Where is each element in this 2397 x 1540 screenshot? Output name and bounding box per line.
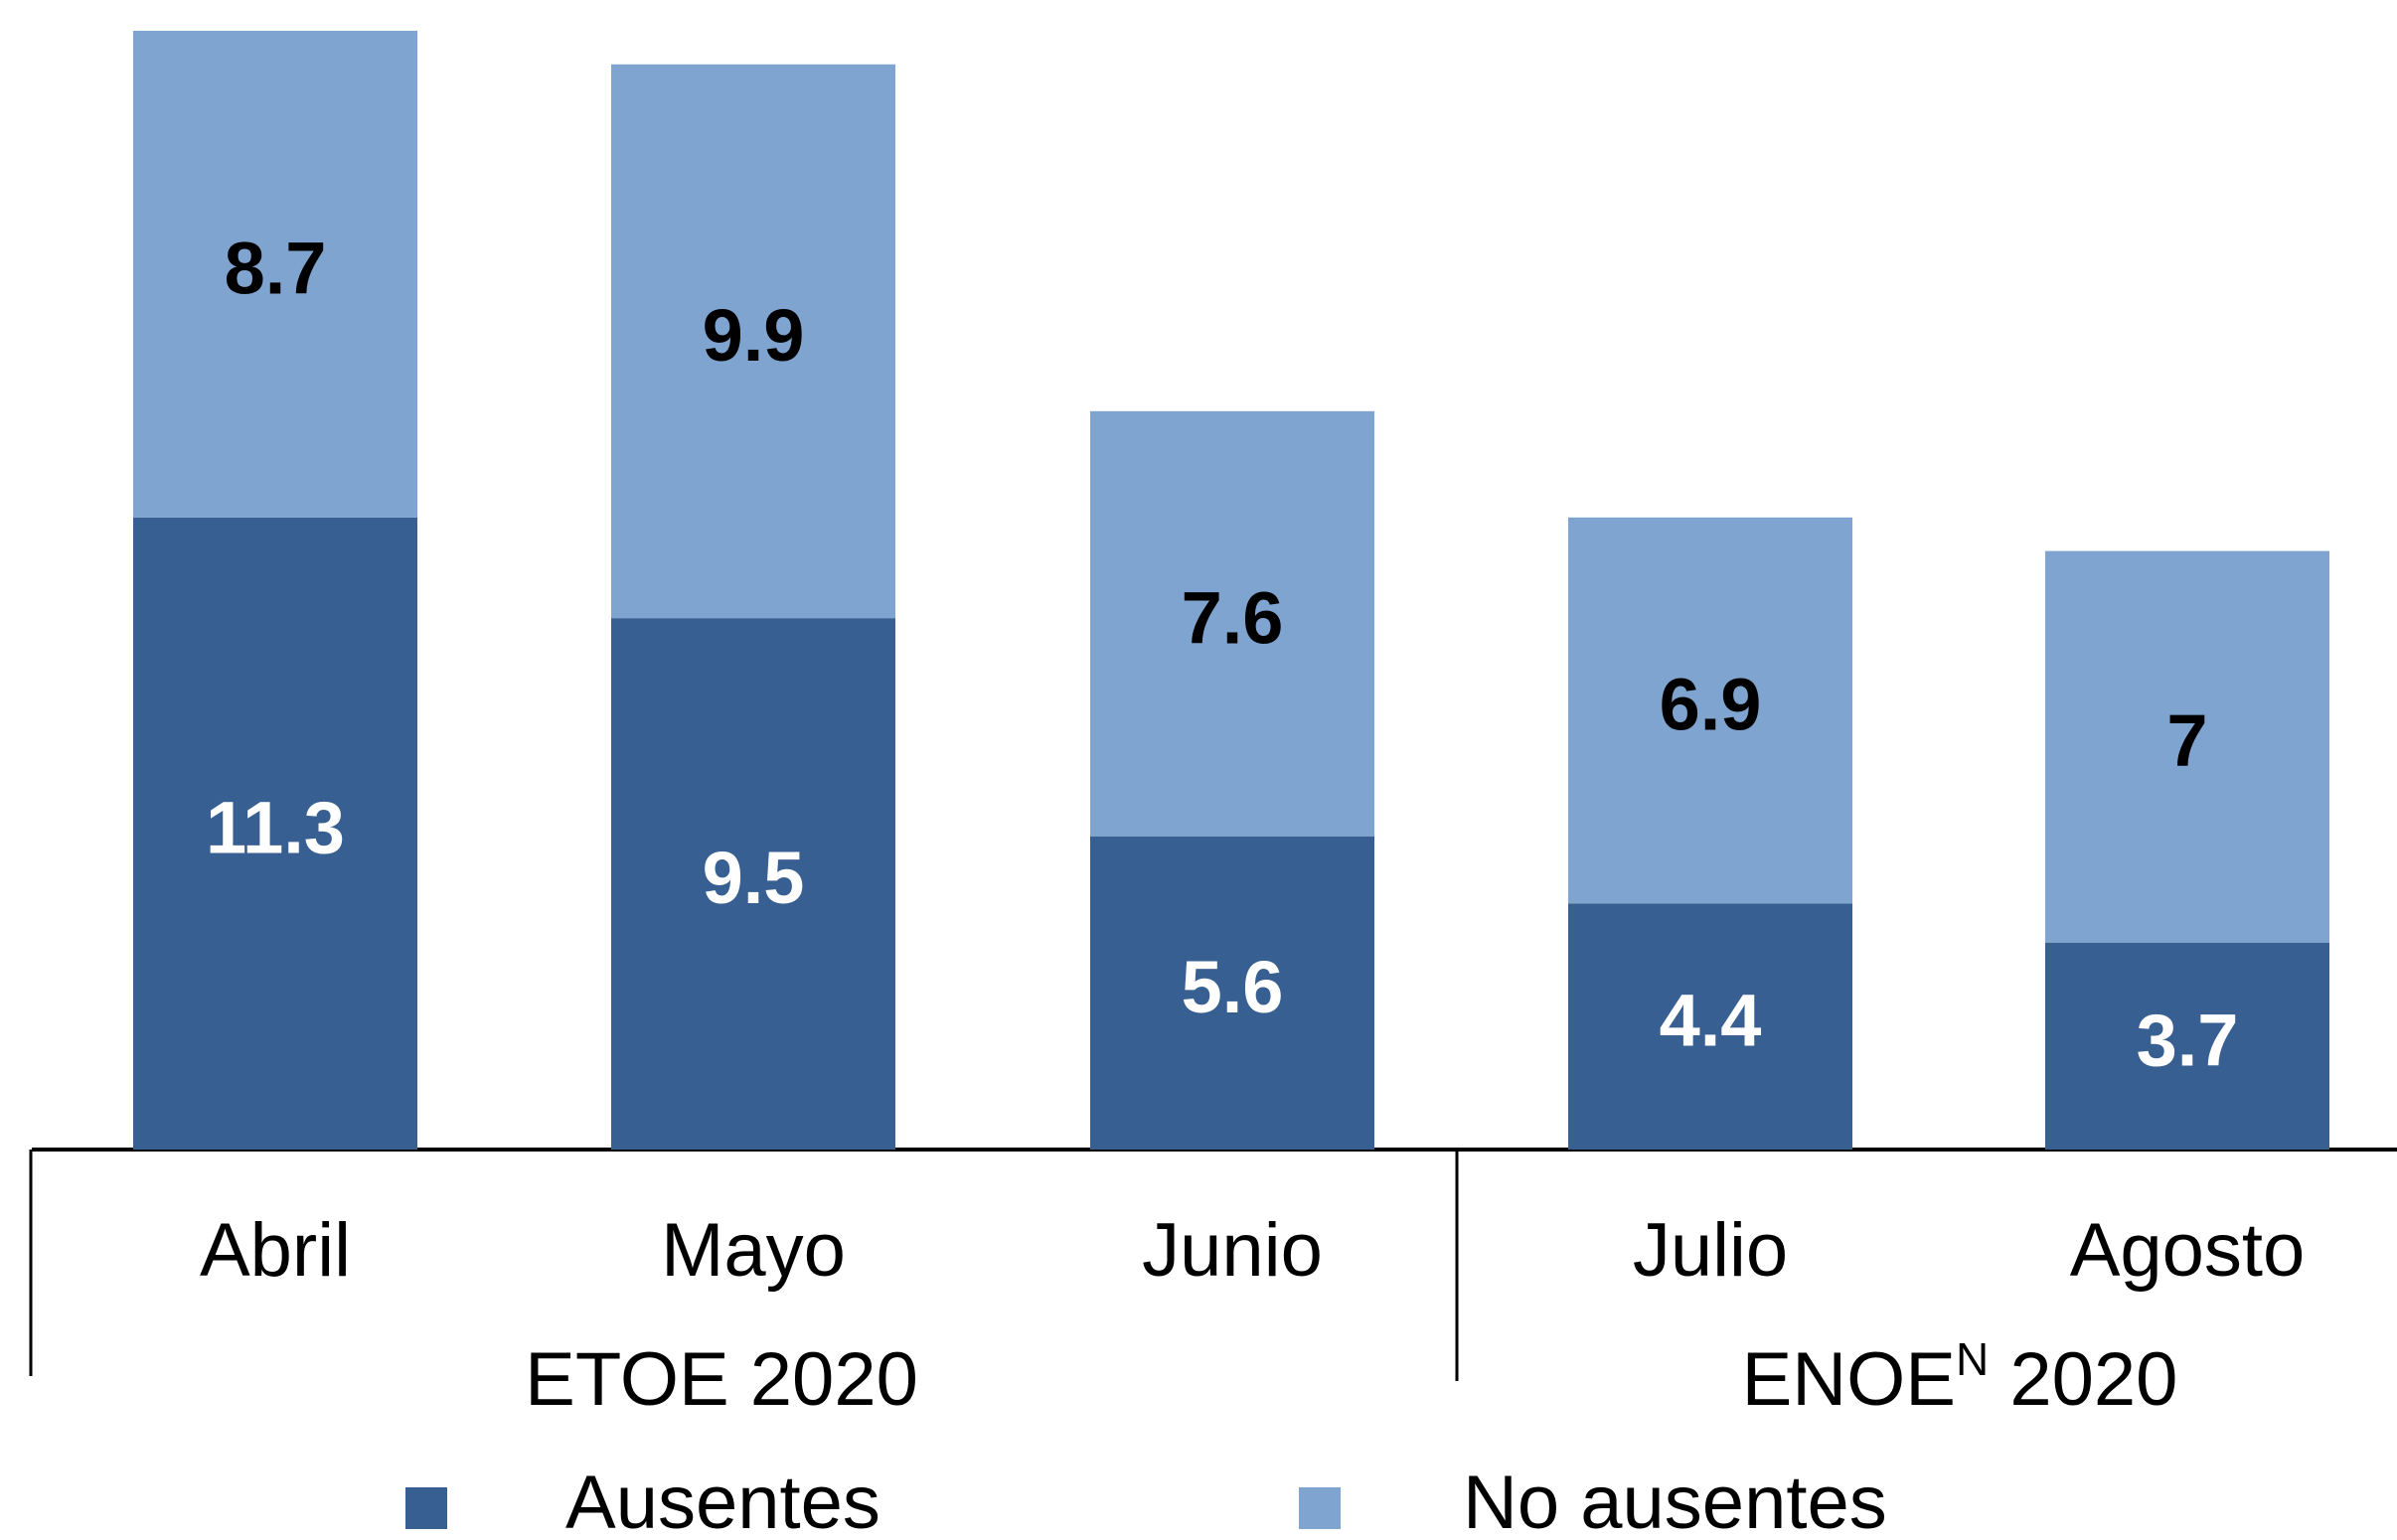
- value-label: 8.7: [225, 227, 327, 309]
- value-label: 7: [2166, 699, 2207, 782]
- bar-segment: [1568, 517, 1852, 904]
- x-tick-label: Julio: [1633, 1208, 1788, 1293]
- legend-label: Ausentes: [565, 1461, 880, 1540]
- bar-segment: [1090, 410, 1374, 837]
- bar-segment: [611, 64, 895, 619]
- x-tick-label: Junio: [1142, 1208, 1323, 1293]
- value-label: 9.9: [703, 294, 805, 377]
- legend-swatch: [405, 1487, 447, 1529]
- value-label: 11.3: [206, 786, 345, 868]
- legend-label: No ausentes: [1463, 1461, 1887, 1540]
- bar-segment: [611, 618, 895, 1150]
- group-label-space: [1989, 1337, 2009, 1422]
- group-label-year: 2020: [2009, 1337, 2177, 1422]
- group-label: ETOE 2020: [525, 1337, 918, 1422]
- group-label: ENOEN 2020: [1742, 1333, 2178, 1422]
- group-label-text: ENOE: [1742, 1337, 1956, 1422]
- value-label: 7.6: [1182, 576, 1284, 659]
- bar-segment: [133, 31, 417, 518]
- legend-swatch: [1299, 1487, 1341, 1529]
- x-tick-label: Abril: [200, 1208, 351, 1293]
- group-label-superscript: N: [1956, 1333, 1989, 1385]
- bar-segment: [1090, 836, 1374, 1150]
- x-tick-label: Mayo: [661, 1208, 846, 1293]
- bar-segment: [2045, 550, 2329, 943]
- value-label: 4.4: [1660, 980, 1762, 1062]
- x-tick-label: Agosto: [2070, 1208, 2306, 1293]
- bar-segment: [2045, 942, 2329, 1150]
- value-label: 3.7: [2137, 999, 2239, 1081]
- group-label-text: ETOE 2020: [525, 1337, 918, 1422]
- bar-segment: [133, 517, 417, 1150]
- value-label: 5.6: [1182, 946, 1284, 1028]
- value-label: 6.9: [1660, 664, 1762, 746]
- value-label: 9.5: [703, 837, 805, 919]
- bar-segment: [1568, 903, 1852, 1150]
